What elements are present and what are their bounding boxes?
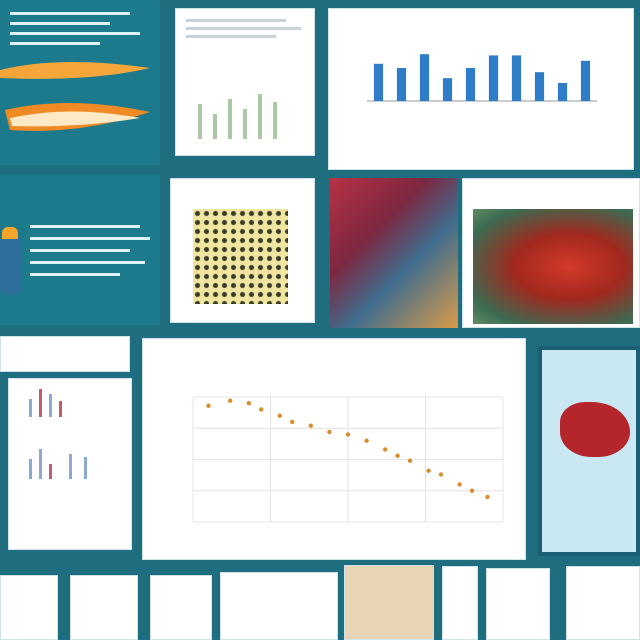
scatter-point (438, 472, 444, 477)
bar (465, 68, 476, 101)
scatter-point (426, 468, 431, 473)
bar (488, 55, 499, 101)
bar-chart-top (367, 54, 597, 102)
bar (511, 55, 522, 101)
bottom-strip-1 (0, 575, 58, 640)
bar (534, 72, 545, 101)
scatter-point (395, 453, 400, 458)
doc-bottom-left (8, 378, 132, 550)
photo-card-right (462, 178, 640, 328)
bottom-strip-2 (70, 575, 138, 640)
scatter-plot (192, 396, 504, 523)
main-scatter-card (142, 338, 526, 560)
scatter-point (469, 488, 475, 493)
document-thumb-top (175, 8, 315, 156)
fish-illustration (0, 61, 150, 131)
worker-figure (0, 235, 22, 295)
dot-pattern (193, 209, 288, 304)
scatter-point (327, 429, 332, 435)
scatter-point (383, 447, 388, 452)
scatter-point (206, 403, 211, 408)
scatter-point (277, 413, 282, 418)
bottom-strip-4 (220, 572, 338, 640)
scatter-point (290, 419, 295, 425)
poster-top-left (0, 0, 160, 165)
hardhat-icon (2, 227, 18, 239)
bar (442, 78, 453, 101)
bar (396, 68, 407, 101)
bar (373, 63, 384, 101)
scatter-point (364, 438, 369, 443)
bottom-strip-6 (442, 566, 478, 640)
bottom-strip-7 (486, 568, 550, 640)
scatter-point (228, 398, 233, 403)
red-figure (560, 402, 630, 457)
bar (419, 54, 430, 101)
doc-bottom-left-chart (29, 389, 87, 479)
bar-chart-card-top (328, 8, 634, 170)
poster-mid-left (0, 175, 160, 325)
bottom-strip-3 (150, 575, 212, 640)
scatter-point (246, 401, 251, 406)
bar (557, 83, 568, 101)
red-fish-photo (473, 209, 633, 324)
doc-bottom-left-top (0, 336, 130, 372)
scatter-point (259, 407, 264, 412)
texture-photo (330, 178, 458, 328)
scatter-point (345, 432, 351, 437)
red-figure-card (538, 346, 640, 556)
bottom-strip-8 (566, 566, 640, 640)
bar (580, 60, 591, 101)
mini-bar-chart (198, 94, 277, 139)
pattern-card (170, 178, 315, 323)
bottom-strip-5 (344, 565, 434, 640)
scatter-point (485, 494, 490, 500)
scatter-point (457, 482, 462, 487)
scatter-point (407, 458, 413, 463)
scatter-point (308, 423, 313, 428)
